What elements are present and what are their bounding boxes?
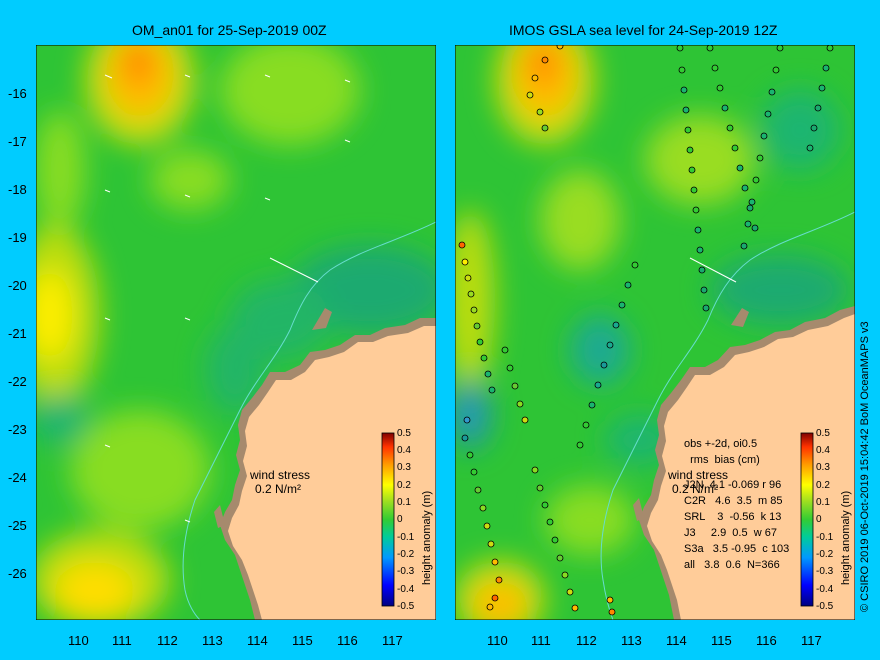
stats-line: SRL 3 -0.56 k 13 <box>684 511 782 523</box>
lon-tick: 113 <box>202 633 223 648</box>
lon-tick: 110 <box>487 633 508 648</box>
lon-tick: 115 <box>292 633 313 648</box>
colorbar-tick: 0.4 <box>816 445 830 456</box>
stats-line: J2N 4.1 -0.069 r 96 <box>684 479 782 491</box>
lat-tick: -22 <box>8 374 27 389</box>
lon-tick: 117 <box>382 633 403 648</box>
right-wind-arrow <box>689 257 737 283</box>
lon-tick: 113 <box>621 633 642 648</box>
lon-tick: 114 <box>247 633 268 648</box>
colorbar-tick: -0.3 <box>397 566 415 577</box>
left-wind-label: wind stress <box>250 468 311 482</box>
credit-text: © CSIRO 2019 06-Oct-2019 15:04:42 BoM Oc… <box>859 321 871 612</box>
right-colorbar-label: height anomaly (m) <box>840 490 852 585</box>
lat-tick: -23 <box>8 422 27 437</box>
left-wind-scale: 0.2 N/m² <box>255 482 302 496</box>
lon-tick: 112 <box>576 633 597 648</box>
colorbar-tick: 0.2 <box>816 480 830 491</box>
colorbar-tick: 0.1 <box>397 497 411 508</box>
lat-tick: -26 <box>8 566 27 581</box>
left-anomaly-field <box>36 45 436 620</box>
lon-tick: 110 <box>68 633 89 648</box>
left-wind-arrows <box>104 74 351 523</box>
altimeter-tracks <box>458 45 834 616</box>
lat-tick: -21 <box>8 326 27 341</box>
right-panel-title: IMOS GSLA sea level for 24-Sep-2019 12Z <box>509 22 778 38</box>
lat-tick: -20 <box>8 278 27 293</box>
left-shelf-contour <box>182 221 436 620</box>
right-colorbar <box>800 432 814 607</box>
stats-line: J3 2.9 0.5 w 67 <box>684 527 777 539</box>
colorbar-tick: 0.1 <box>816 497 830 508</box>
colorbar-tick: -0.3 <box>816 566 834 577</box>
colorbar-tick: -0.2 <box>397 549 415 560</box>
lon-tick: 111 <box>531 633 551 648</box>
colorbar-tick: -0.4 <box>397 584 415 595</box>
lon-tick: 116 <box>756 633 777 648</box>
stats-line: C2R 4.6 3.5 m 85 <box>684 495 783 507</box>
lon-tick: 115 <box>711 633 732 648</box>
lon-tick: 111 <box>112 633 132 648</box>
colorbar-tick: 0 <box>816 514 822 525</box>
colorbar-tick: 0.5 <box>816 428 830 439</box>
colorbar-tick: 0.5 <box>397 428 411 439</box>
lon-tick: 114 <box>666 633 687 648</box>
colorbar-tick: -0.2 <box>816 549 834 560</box>
lon-tick: 116 <box>337 633 358 648</box>
colorbar-tick: 0.2 <box>397 480 411 491</box>
stats-line: all 3.8 0.6 N=366 <box>684 559 780 571</box>
lon-tick: 112 <box>157 633 178 648</box>
colorbar-tick: -0.4 <box>816 584 834 595</box>
right-map-panel <box>455 45 855 620</box>
colorbar-tick: -0.5 <box>816 601 834 612</box>
right-anomaly-field <box>455 45 850 620</box>
colorbar-tick: -0.1 <box>816 532 834 543</box>
right-wind-label: wind stress <box>668 468 729 482</box>
stats-line: obs +-2d, oi0.5 <box>684 438 758 450</box>
right-shelf-contour <box>600 211 855 620</box>
left-colorbar <box>381 432 395 607</box>
lat-tick: -16 <box>8 86 27 101</box>
colorbar-tick: -0.1 <box>397 532 415 543</box>
colorbar-tick: 0 <box>397 514 403 525</box>
stats-line: S3a 3.5 -0.95 c 103 <box>684 543 790 555</box>
lat-tick: -25 <box>8 518 27 533</box>
colorbar-tick: -0.5 <box>397 601 415 612</box>
right-wind-scale: 0.2 N/m² <box>672 482 719 496</box>
lat-tick: -18 <box>8 182 27 197</box>
lat-tick: -24 <box>8 470 27 485</box>
colorbar-tick: 0.3 <box>397 462 411 473</box>
lat-tick: -19 <box>8 230 27 245</box>
left-panel-title: OM_an01 for 25-Sep-2019 00Z <box>132 22 327 38</box>
left-colorbar-label: height anomaly (m) <box>421 490 433 585</box>
lon-tick: 117 <box>801 633 822 648</box>
lat-tick: -17 <box>8 134 27 149</box>
colorbar-tick: 0.3 <box>816 462 830 473</box>
colorbar-tick: 0.4 <box>397 445 411 456</box>
stats-line: rms bias (cm) <box>684 454 760 466</box>
